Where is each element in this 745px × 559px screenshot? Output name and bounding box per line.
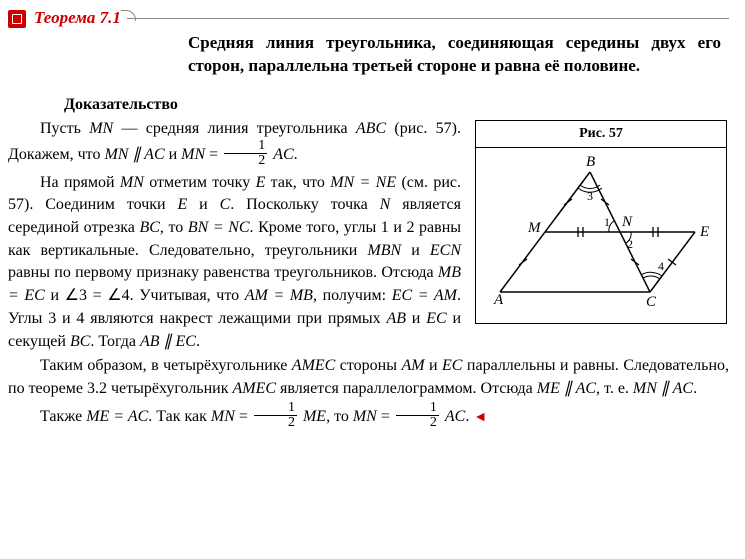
txt: стороны xyxy=(335,357,401,374)
math-MN4: MN xyxy=(211,408,235,425)
txt: Таким образом, в четырёхугольнике xyxy=(40,357,292,374)
txt: равны по первому признаку равенства треу… xyxy=(8,264,438,281)
frac-half2: 12 xyxy=(254,401,297,430)
txt: является параллелограммом. Отсюда xyxy=(276,380,537,397)
math-AC: AC xyxy=(273,146,293,163)
ang-2: 2 xyxy=(627,237,633,251)
txt: , то xyxy=(326,408,353,425)
frac-half3: 12 xyxy=(396,401,439,430)
proof-p3: Таким образом, в четырёхугольнике AMEC с… xyxy=(8,355,729,400)
math-MEAC: ME = AC xyxy=(86,408,148,425)
math-AM: AM xyxy=(401,357,424,374)
txt: . Так как xyxy=(148,408,211,425)
ang-3: 3 xyxy=(587,189,593,203)
math-BC2: BC xyxy=(70,333,90,350)
pt-C: C xyxy=(646,294,657,310)
math-E2: E xyxy=(177,196,187,213)
pt-N: N xyxy=(621,214,633,230)
pt-M: M xyxy=(527,220,542,236)
txt: отметим точку xyxy=(144,174,256,191)
math-MN3: MN xyxy=(120,174,144,191)
math-AMMB: AM = MB xyxy=(245,287,313,304)
math-AMEC2: AMEC xyxy=(233,380,277,397)
math-EC2: EC xyxy=(442,357,462,374)
figure-box: Рис. 57 xyxy=(475,120,727,325)
math-N: N xyxy=(380,196,391,213)
header-rule xyxy=(127,8,729,26)
txt: — средняя линия треугольника xyxy=(113,120,356,137)
theorem-icon xyxy=(8,10,26,28)
txt: так, что xyxy=(265,174,330,191)
math-MEparAC: ME ∥ AC xyxy=(537,380,596,397)
txt: , получим: xyxy=(313,287,392,304)
txt: и xyxy=(406,310,426,327)
math-MNNE: MN = NE xyxy=(330,174,396,191)
math-C: C xyxy=(220,196,231,213)
proof-heading: Доказательство xyxy=(64,96,729,114)
theorem-statement: Средняя линия треугольника, соединяющая … xyxy=(188,32,721,78)
qed-mark: ◄ xyxy=(473,410,487,425)
math-MN2: MN xyxy=(181,146,205,163)
theorem-header: Теорема 7.1 xyxy=(8,8,729,28)
txt: , т. е. xyxy=(596,380,633,397)
txt: и xyxy=(187,196,219,213)
math-BC: BC xyxy=(139,219,159,236)
page: Теорема 7.1 Средняя линия треугольника, … xyxy=(0,0,745,442)
txt: На прямой xyxy=(40,174,120,191)
math-E: E xyxy=(256,174,266,191)
math-MNparAC2: MN ∥ AC xyxy=(633,380,693,397)
math-MNparAC: MN ∥ AC xyxy=(104,146,164,163)
txt: . Тогда xyxy=(90,333,140,350)
proof-p4: Также ME = AC. Так как MN = 12 ME, то MN… xyxy=(8,403,729,432)
math-ECAM: EC = AM xyxy=(392,287,457,304)
math-ECN: ECN xyxy=(430,242,461,259)
math-AB: AB xyxy=(386,310,406,327)
frac-half: 12 xyxy=(224,139,267,168)
math-BNNC: BN = NC xyxy=(188,219,250,236)
math-ME: ME xyxy=(303,408,326,425)
math-ABparEC: AB ∥ EC xyxy=(140,333,196,350)
txt: и xyxy=(425,357,442,374)
txt: . Поскольку точка xyxy=(230,196,379,213)
txt: Пусть xyxy=(40,120,89,137)
figure-caption: Рис. 57 xyxy=(476,121,726,148)
txt: , то xyxy=(160,219,188,236)
txt: и xyxy=(165,146,182,163)
ang-4: 4 xyxy=(658,259,664,273)
pt-E: E xyxy=(699,224,709,240)
pt-B: B xyxy=(586,154,595,170)
pt-A: A xyxy=(493,292,504,308)
math-MN: MN xyxy=(89,120,113,137)
figure-svg: A C B M N E 1 2 3 4 xyxy=(476,148,726,324)
math-EC: EC xyxy=(426,310,446,327)
math-MN5: MN xyxy=(353,408,377,425)
proof-body: Рис. 57 xyxy=(8,118,729,432)
math-AC2: AC xyxy=(445,408,465,425)
math-ABC: ABC xyxy=(356,120,386,137)
txt: и ∠3 = ∠4. Учитывая, что xyxy=(45,287,245,304)
theorem-label: Теорема 7.1 xyxy=(34,8,121,28)
txt: и xyxy=(401,242,430,259)
math-AMEC: AMEC xyxy=(292,357,336,374)
math-MBN: MBN xyxy=(367,242,401,259)
ang-1: 1 xyxy=(604,215,610,229)
txt: Также xyxy=(40,408,86,425)
